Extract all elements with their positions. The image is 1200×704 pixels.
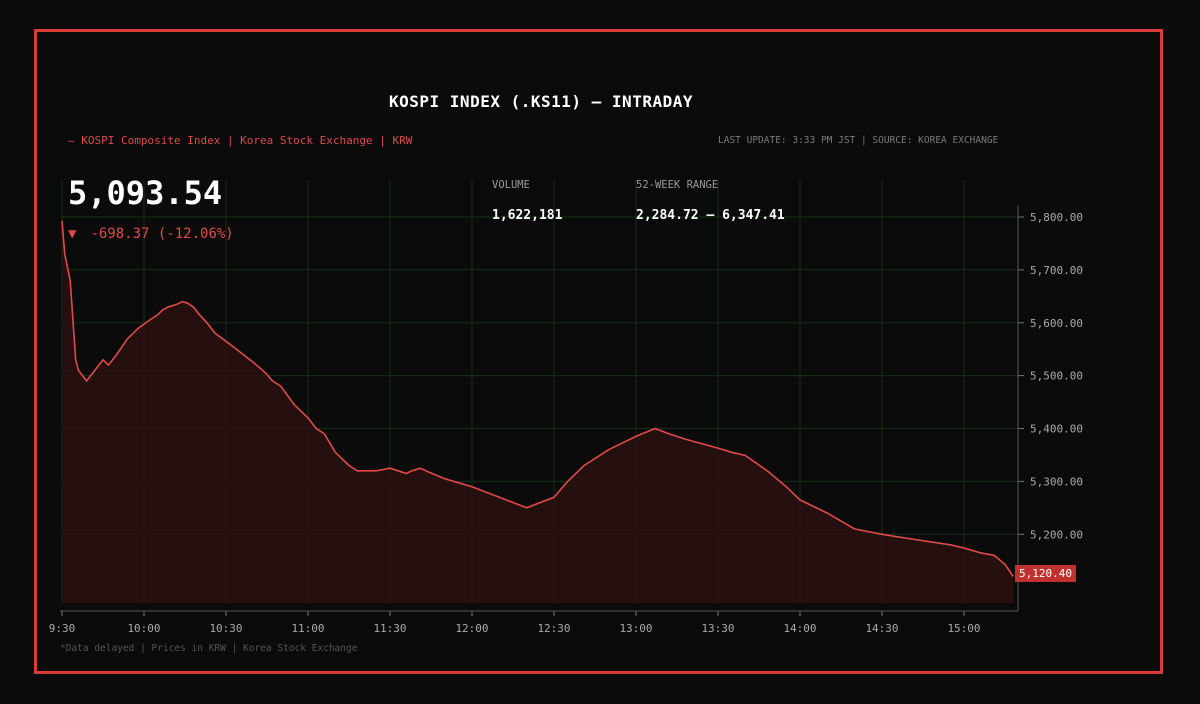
range-label: 52-WEEK RANGE [636, 179, 719, 191]
x-tick-label: 11:30 [373, 622, 406, 635]
x-tick-label: 10:30 [209, 622, 242, 635]
x-tick-label: 15:00 [947, 622, 980, 635]
x-tick-label: 10:00 [127, 622, 160, 635]
y-tick-label: 5,400.00 [1030, 423, 1083, 436]
x-tick-label: 12:00 [455, 622, 488, 635]
range-value: 2,284.72 — 6,347.41 [636, 208, 785, 223]
price-line [61, 220, 1014, 577]
x-tick-label: 14:30 [865, 622, 898, 635]
chart-frame [34, 29, 1163, 674]
x-tick-label: 12:30 [537, 622, 570, 635]
price-change: ▼ -698.37 (-12.06%) [68, 226, 234, 242]
down-arrow-icon: ▼ [68, 226, 77, 242]
x-tick-label: 13:00 [619, 622, 652, 635]
price-area-fill [62, 220, 1014, 603]
y-tick-label: 5,800.00 [1030, 211, 1083, 224]
update-meta: LAST UPDATE: 3:33 PM JST | SOURCE: KOREA… [718, 135, 999, 146]
y-tick-label: 5,500.00 [1030, 370, 1083, 383]
change-value: -698.37 (-12.06%) [90, 226, 234, 242]
chart-title: KOSPI INDEX (.KS11) — INTRADAY [389, 92, 693, 111]
volume-label: VOLUME [492, 179, 530, 191]
x-tick-label: 13:30 [701, 622, 734, 635]
last-value-badge: 5,120.40 [1015, 565, 1076, 582]
y-tick-label: 5,300.00 [1030, 475, 1083, 488]
legend-entry: — KOSPI Composite Index | Korea Stock Ex… [68, 134, 413, 147]
y-tick-label: 5,200.00 [1030, 528, 1083, 541]
volume-value: 1,622,181 [492, 208, 563, 223]
x-tick-label: 9:30 [49, 622, 76, 635]
footer-note: *Data delayed | Prices in KRW | Korea St… [60, 643, 358, 654]
y-tick-label: 5,600.00 [1030, 317, 1083, 330]
current-price: 5,093.54 [68, 174, 223, 212]
x-tick-label: 11:00 [291, 622, 324, 635]
x-tick-label: 14:00 [783, 622, 816, 635]
y-tick-label: 5,700.00 [1030, 264, 1083, 277]
